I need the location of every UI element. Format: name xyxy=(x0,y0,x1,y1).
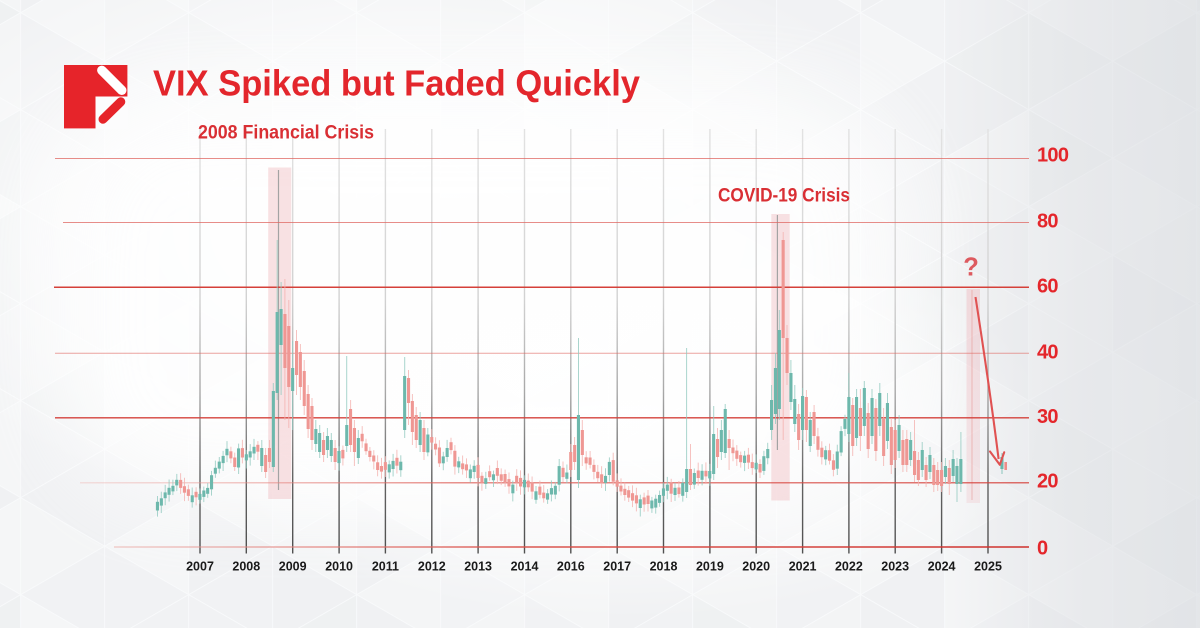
svg-text:20: 20 xyxy=(1037,471,1058,493)
svg-text:2025: 2025 xyxy=(974,560,1002,574)
svg-text:2009: 2009 xyxy=(279,560,307,574)
svg-text:2013: 2013 xyxy=(464,560,492,574)
svg-text:100: 100 xyxy=(1037,145,1069,167)
svg-text:2010: 2010 xyxy=(325,560,353,574)
svg-text:2014: 2014 xyxy=(511,560,539,574)
svg-text:?: ? xyxy=(963,254,979,282)
svg-text:2011: 2011 xyxy=(372,560,399,574)
svg-text:60: 60 xyxy=(1037,276,1058,298)
svg-text:2022: 2022 xyxy=(835,560,863,574)
svg-text:80: 80 xyxy=(1037,211,1058,233)
svg-text:2008: 2008 xyxy=(232,560,260,574)
svg-text:VIX Spiked but Faded Quickly: VIX Spiked but Faded Quickly xyxy=(153,62,641,103)
svg-text:2020: 2020 xyxy=(742,560,770,574)
svg-text:2021: 2021 xyxy=(789,560,817,574)
svg-text:2008 Financial Crisis: 2008 Financial Crisis xyxy=(198,123,374,144)
svg-text:2017: 2017 xyxy=(603,560,631,574)
svg-text:2016: 2016 xyxy=(557,560,585,574)
svg-text:2023: 2023 xyxy=(881,560,909,574)
svg-text:COVID-19 Crisis: COVID-19 Crisis xyxy=(718,186,850,207)
svg-text:30: 30 xyxy=(1037,406,1058,428)
svg-text:40: 40 xyxy=(1037,342,1058,364)
svg-text:2018: 2018 xyxy=(650,560,678,574)
svg-text:2024: 2024 xyxy=(928,560,956,574)
svg-text:2012: 2012 xyxy=(418,560,446,574)
svg-text:0: 0 xyxy=(1037,538,1048,560)
svg-text:2019: 2019 xyxy=(696,560,724,574)
svg-text:2007: 2007 xyxy=(186,560,214,574)
